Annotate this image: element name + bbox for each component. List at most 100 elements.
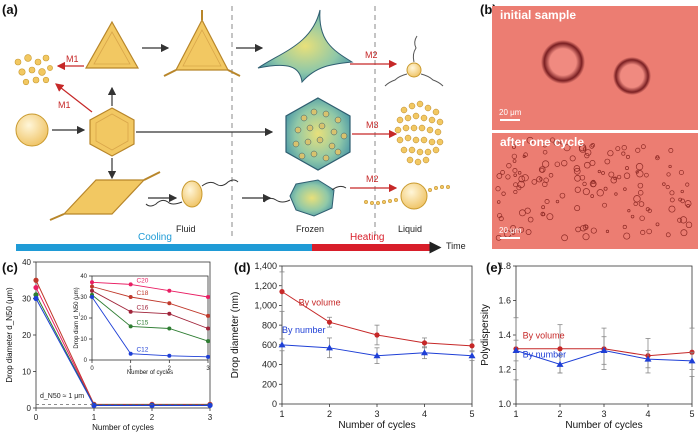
data-point bbox=[149, 402, 155, 409]
data-point bbox=[206, 295, 210, 299]
micro-droplet bbox=[655, 155, 660, 161]
series-legend-label: By volume bbox=[523, 330, 565, 340]
micrograph-after-cycle bbox=[492, 133, 698, 249]
micro-droplet bbox=[685, 221, 693, 229]
series-line bbox=[35, 298, 210, 406]
x-tick-label: 2 bbox=[168, 366, 172, 372]
micro-droplet bbox=[637, 190, 644, 196]
threshold-annotation: d_N50 ≈ 1 μm bbox=[40, 393, 84, 400]
panel-e-tag: (e) bbox=[486, 260, 502, 275]
series-legend-label: By volume bbox=[299, 297, 341, 307]
data-point bbox=[128, 282, 133, 287]
micro-droplet bbox=[589, 144, 595, 149]
x-tick-label: 1 bbox=[129, 366, 133, 372]
micro-droplet bbox=[639, 215, 645, 221]
data-point bbox=[90, 295, 94, 299]
inset-series-label: C18 bbox=[136, 290, 148, 297]
small-droplets-field bbox=[495, 136, 693, 242]
micro-droplet bbox=[662, 182, 666, 186]
dispersed-droplets-m3 bbox=[394, 100, 444, 166]
x-tick-label: 2 bbox=[327, 409, 332, 419]
micro-droplet bbox=[668, 164, 672, 169]
data-point bbox=[469, 343, 475, 349]
micro-droplet bbox=[613, 176, 617, 181]
micro-droplet bbox=[677, 217, 683, 223]
micro-droplet bbox=[506, 163, 512, 169]
micro-droplet bbox=[512, 159, 517, 163]
micro-droplet bbox=[518, 226, 525, 233]
liquid-droplet-top bbox=[406, 62, 422, 78]
data-point bbox=[421, 340, 428, 346]
data-point bbox=[167, 288, 172, 293]
x-tick-label: 3 bbox=[601, 409, 606, 419]
micro-droplet bbox=[525, 229, 532, 235]
x-tick-label: 3 bbox=[206, 366, 210, 372]
x-axis-label: Number of cycles bbox=[127, 370, 173, 376]
series-line bbox=[91, 294, 209, 342]
micro-droplet bbox=[623, 232, 631, 240]
bead-chain-right bbox=[427, 184, 451, 193]
micro-droplet bbox=[665, 232, 671, 238]
micro-droplet bbox=[563, 144, 571, 152]
micro-droplet bbox=[519, 209, 526, 217]
micro-droplet bbox=[543, 177, 549, 183]
initial-drop-left bbox=[541, 40, 585, 84]
hexagon-particle bbox=[89, 107, 135, 157]
micro-droplet bbox=[635, 163, 644, 171]
y-tick-label: 1,200 bbox=[254, 281, 277, 291]
y-tick-label: 0 bbox=[272, 399, 277, 409]
micro-droplet bbox=[542, 142, 548, 148]
micro-droplet bbox=[561, 234, 568, 242]
micro-droplet bbox=[539, 167, 545, 173]
arrow-m1-diag bbox=[55, 83, 93, 113]
y-tick-label: 400 bbox=[262, 360, 277, 370]
y-tick-label: 1.8 bbox=[498, 261, 511, 271]
micro-droplet bbox=[511, 144, 516, 149]
y-axis-label: Polydispersity bbox=[480, 304, 491, 366]
data-point bbox=[373, 352, 381, 359]
data-point bbox=[374, 332, 380, 338]
data-point bbox=[128, 324, 133, 329]
micro-droplet bbox=[511, 153, 517, 159]
initial-droplet bbox=[15, 113, 49, 147]
x-tick-label: 2 bbox=[150, 413, 155, 422]
micro-droplet bbox=[544, 199, 550, 205]
micrograph-initial bbox=[492, 6, 698, 130]
micro-droplet bbox=[610, 176, 617, 184]
inset-series-label: C16 bbox=[136, 305, 148, 312]
micro-droplet bbox=[548, 173, 554, 178]
data-point bbox=[512, 347, 520, 354]
fluid-droplet bbox=[181, 180, 203, 208]
micro-droplet bbox=[582, 188, 590, 196]
y-tick-label: 600 bbox=[262, 340, 277, 350]
inset-series-label: C12 bbox=[136, 347, 148, 354]
micro-droplet bbox=[516, 185, 522, 191]
micro-droplet bbox=[539, 177, 543, 181]
micro-droplet bbox=[500, 170, 505, 175]
micro-droplet bbox=[573, 167, 581, 175]
micro-droplet bbox=[622, 224, 627, 230]
data-point bbox=[279, 289, 285, 295]
panel-d-tag: (d) bbox=[234, 260, 251, 275]
micro-droplet bbox=[538, 166, 546, 173]
data-point bbox=[468, 352, 476, 359]
y-tick-label: 10 bbox=[22, 367, 31, 376]
y-tick-label: 1,400 bbox=[254, 261, 277, 271]
micro-droplet bbox=[608, 171, 615, 178]
data-point bbox=[326, 344, 333, 351]
data-point bbox=[206, 326, 210, 331]
data-point bbox=[326, 319, 333, 325]
y-tick-label: 40 bbox=[80, 274, 87, 280]
cooling-bar bbox=[16, 244, 312, 251]
initial-drop-right bbox=[613, 57, 651, 95]
micro-droplet bbox=[678, 169, 684, 176]
micro-droplet bbox=[665, 185, 670, 190]
data-point bbox=[600, 347, 608, 354]
micro-droplet bbox=[615, 146, 621, 152]
micro-droplet bbox=[635, 170, 639, 174]
micro-droplet bbox=[678, 197, 683, 202]
inset-series-label: C15 bbox=[136, 319, 148, 326]
chart-d: (d) 1 2 3 4 5 0 200 400 600 800 1,000 1,200 1,400 Numb… bbox=[230, 260, 476, 431]
